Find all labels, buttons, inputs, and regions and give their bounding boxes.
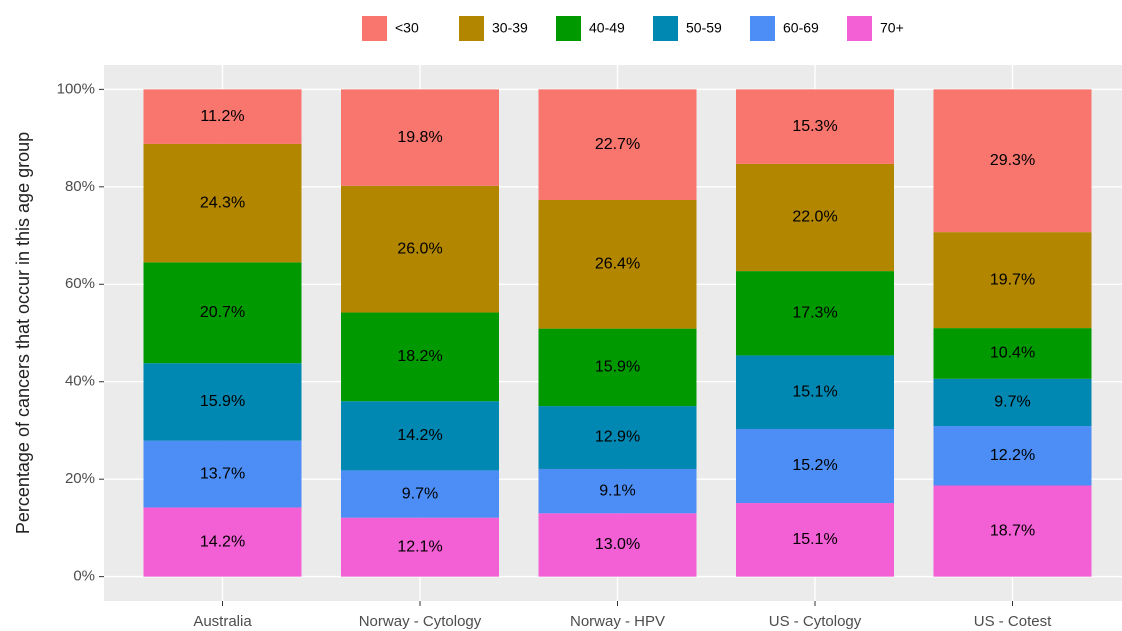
x-tick-label: US - Cytology [769,613,862,630]
data-label: 13.0% [595,536,640,553]
legend-swatch [556,16,581,41]
legend-swatch [653,16,678,41]
bar-segment [341,89,499,186]
data-label: 15.1% [792,531,837,548]
y-tick-label: 80% [65,178,95,195]
x-tick-label: US - Cotest [974,613,1052,630]
bar-segment [143,507,302,577]
bar-segment [143,363,302,441]
data-label: 13.7% [200,465,245,482]
bar-segment [538,328,697,407]
legend-label: 60-69 [783,20,819,36]
bar-segment [736,271,894,356]
data-label: 19.7% [990,271,1035,288]
data-label: 12.1% [397,538,442,555]
bar-segment [538,513,697,577]
y-tick-label: 100% [57,80,95,97]
bar-segment [341,312,499,402]
legend-label: 40-49 [589,20,625,36]
bar-segment [341,401,499,471]
data-label: 9.7% [994,394,1030,411]
bar-segment [736,163,894,272]
bar-segment [341,517,499,577]
data-label: 15.9% [200,393,245,410]
bar-segment [933,232,1092,329]
data-label: 9.1% [599,482,635,499]
bar-segment [538,468,697,514]
bar-segment [933,426,1092,486]
bar-segment [736,503,894,577]
legend-label: 30-39 [492,20,528,36]
legend-swatch [847,16,872,41]
bar-segment [538,406,697,469]
legend-label: 50-59 [686,20,722,36]
data-label: 15.1% [792,383,837,400]
data-label: 22.7% [595,136,640,153]
y-tick-label: 40% [65,373,95,390]
data-label: 24.3% [200,194,245,211]
y-tick-label: 60% [65,275,95,292]
data-label: 11.2% [200,108,244,125]
data-label: 9.7% [402,485,438,502]
data-label: 26.0% [397,240,442,257]
y-tick-label: 0% [73,568,95,585]
y-tick-label: 20% [65,470,95,487]
legend-label: <30 [395,20,419,36]
bar-segment [736,355,894,429]
bar-segment [736,89,894,164]
bar-segment [341,470,499,518]
bar-segment [341,185,499,313]
bar-segment [143,440,302,508]
data-label: 12.2% [990,447,1035,464]
data-label: 26.4% [595,256,640,273]
data-label: 15.2% [792,457,837,474]
legend-label: 70+ [880,20,904,36]
y-axis-title: Percentage of cancers that occur in this… [13,132,33,534]
data-label: 20.7% [200,304,245,321]
legend-swatch [459,16,484,41]
x-tick-label: Norway - Cytology [359,613,482,630]
data-label: 18.7% [990,522,1035,539]
bar-segment [933,485,1092,577]
data-label: 17.3% [792,304,837,321]
bar-segment [933,89,1092,233]
bar-segment [143,262,302,364]
bar-segment [538,89,697,200]
data-label: 19.8% [397,129,442,146]
x-tick-label: Norway - HPV [570,613,665,630]
data-label: 15.9% [595,359,640,376]
data-label: 10.4% [990,345,1035,362]
data-label: 15.3% [792,118,837,135]
bar-segment [736,428,894,504]
legend-swatch [362,16,387,41]
data-label: 14.2% [200,533,245,550]
bar-segment [933,328,1092,379]
bar-segment [933,378,1092,427]
bar-segment [143,143,302,263]
x-tick-label: Australia [193,613,252,630]
data-label: 12.9% [595,429,640,446]
bar-segment [538,199,697,329]
data-label: 18.2% [397,348,442,365]
data-label: 14.2% [397,427,442,444]
data-label: 22.0% [792,209,837,226]
bar-segment [143,89,302,144]
data-label: 29.3% [990,152,1035,169]
legend-swatch [750,16,775,41]
